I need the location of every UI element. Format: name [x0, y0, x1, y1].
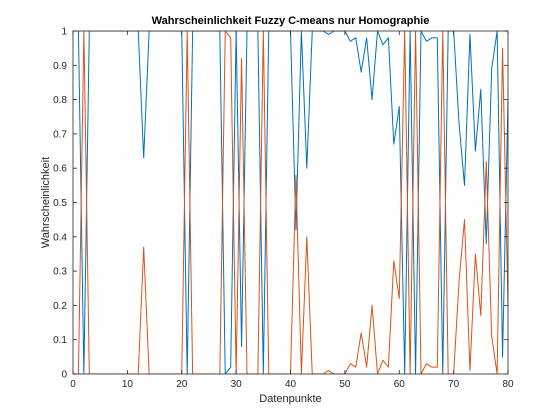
x-tick-label: 40 — [285, 379, 297, 390]
y-axis-label: Wahrscheinlichkeit — [40, 157, 52, 248]
x-tick-label: 60 — [394, 379, 406, 390]
y-tick-label: 0.2 — [53, 301, 67, 312]
x-tick-label: 10 — [122, 379, 134, 390]
x-tick-label: 70 — [448, 379, 460, 390]
y-tick-label: 0.7 — [53, 129, 67, 140]
y-tick-label: 1 — [61, 27, 67, 38]
y-tick-label: 0.1 — [53, 335, 67, 346]
y-tick-label: 0.3 — [53, 267, 67, 278]
series-layer — [77, 31, 508, 374]
x-tick-label: 80 — [502, 379, 514, 390]
x-tick-label: 50 — [339, 379, 351, 390]
plot-area — [73, 31, 508, 374]
y-tick-label: 0.9 — [53, 61, 67, 72]
y-tick-label: 0.8 — [53, 95, 67, 106]
chart-title: Wahrscheinlichkeit Fuzzy C-means nur Hom… — [152, 15, 430, 27]
y-tick-label: 0.6 — [53, 164, 67, 175]
x-tick-label: 30 — [231, 379, 243, 390]
y-tick-label: 0 — [61, 370, 67, 381]
y-tick-label: 0.4 — [53, 232, 67, 243]
series-line-1 — [77, 31, 508, 374]
series-line-2 — [77, 31, 508, 374]
ticks-layer: 0 10 20 30 40 50 60 70 80 0 0.1 0.2 0.3 0.4 0.5 0.6 0.7 0… — [53, 27, 514, 391]
y-tick-label: 0.5 — [53, 198, 67, 209]
x-tick-label: 0 — [70, 379, 76, 390]
x-tick-label: 20 — [176, 379, 188, 390]
x-axis-label: Datenpunkte — [259, 393, 321, 405]
